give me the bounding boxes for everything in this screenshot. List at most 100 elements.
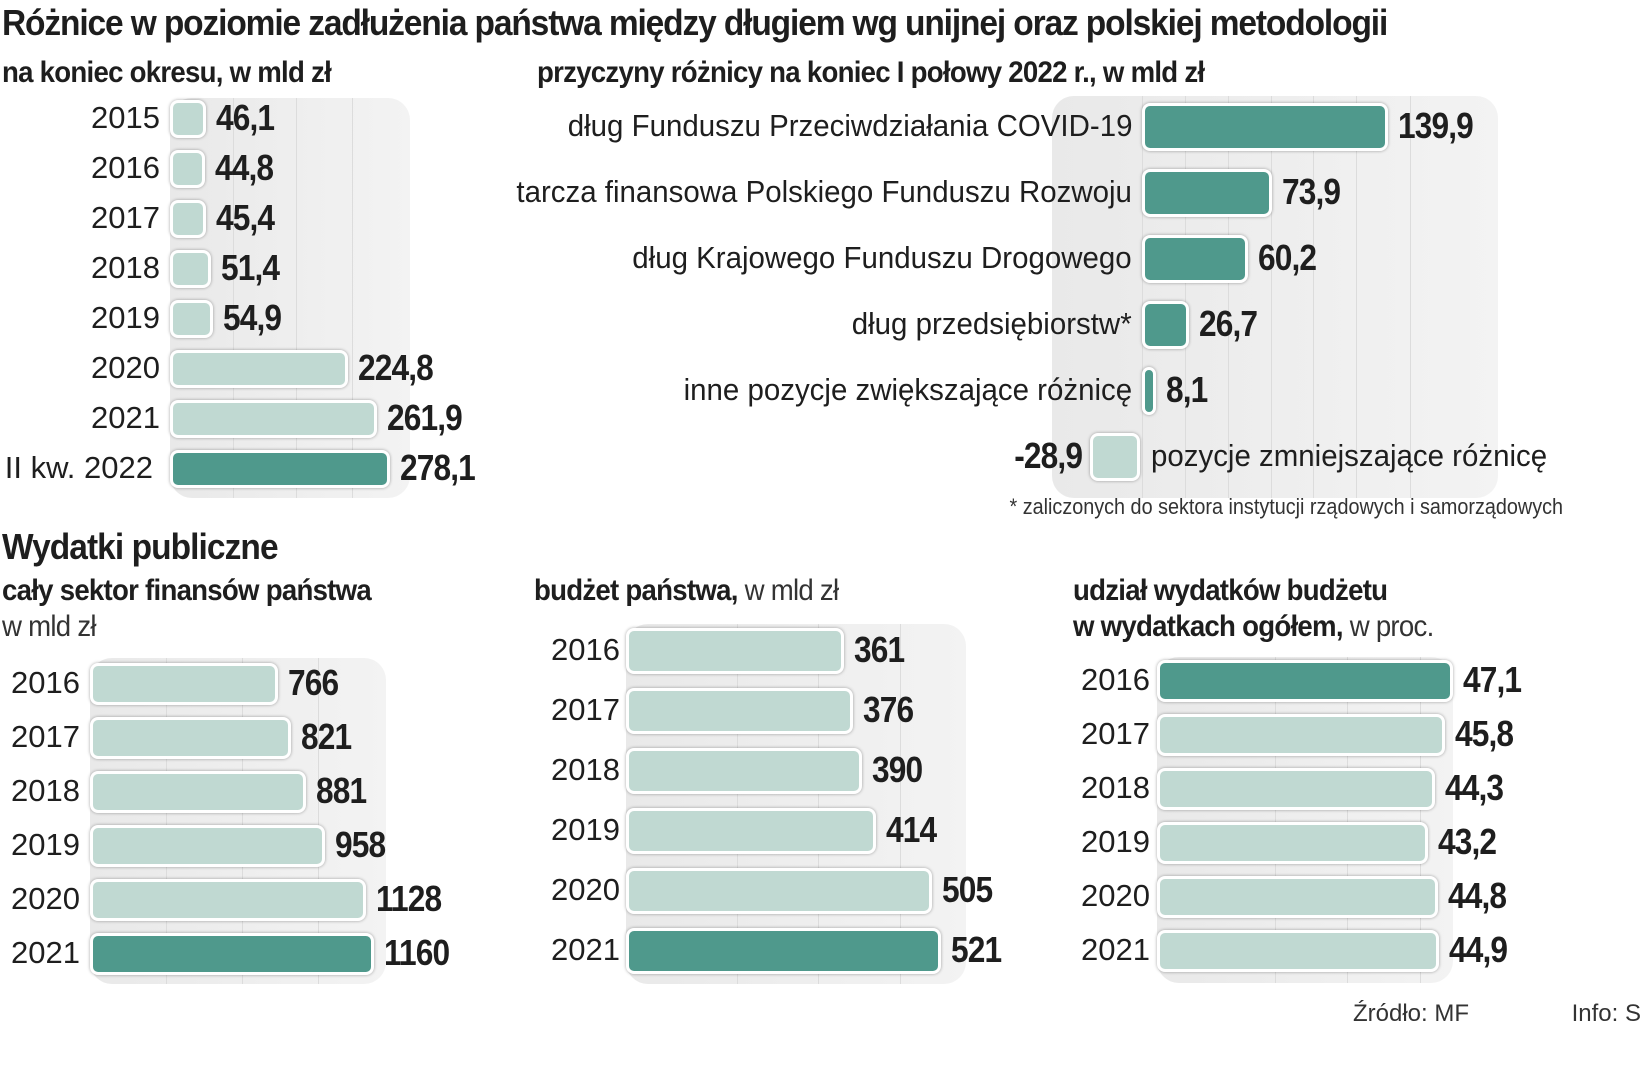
value-label: 44,8 — [215, 147, 274, 188]
category-label: dług przedsiębiorstw* — [852, 306, 1132, 341]
section-title: Wydatki publiczne — [2, 526, 279, 567]
gridline — [1185, 96, 1186, 498]
footnote: * zaliczonych do sektora instytucji rząd… — [1009, 494, 1563, 519]
category-label: 2020 — [551, 872, 620, 907]
value-label: 45,8 — [1454, 713, 1514, 754]
chart3-unit: w mld zł — [2, 610, 97, 643]
category-label: 2019 — [1081, 824, 1150, 859]
gridline — [1271, 96, 1272, 498]
category-label: 2017 — [91, 200, 160, 235]
value-label: 505 — [941, 869, 993, 910]
chart2-title: przyczyny różnicy na koniec I połowy 202… — [537, 56, 1205, 89]
value-label: 958 — [334, 824, 386, 865]
bar — [90, 825, 325, 867]
bar — [1142, 103, 1389, 151]
bar — [170, 250, 211, 288]
bar — [1157, 660, 1453, 702]
value-label: -28,9 — [1014, 435, 1083, 476]
value-label: 278,1 — [399, 447, 476, 488]
category-label: 2018 — [551, 752, 620, 787]
category-label: 2019 — [91, 300, 160, 335]
value-label: 414 — [886, 809, 937, 850]
gridline — [1347, 657, 1348, 983]
bar — [90, 717, 292, 759]
bar — [626, 748, 862, 794]
category-label: 2019 — [551, 812, 620, 847]
chart-panel — [90, 658, 386, 984]
category-label: 2021 — [11, 935, 80, 970]
gridline — [1275, 657, 1276, 983]
category-label: tarcza finansowa Polskiego Funduszu Rozw… — [516, 174, 1132, 209]
category-label: 2021 — [551, 932, 620, 967]
value-label: 224,8 — [357, 347, 434, 388]
category-label: 2017 — [11, 719, 80, 754]
bar — [170, 450, 390, 488]
gridline — [737, 624, 738, 984]
bar — [170, 350, 348, 388]
category-label: 2017 — [1081, 716, 1150, 751]
value-label: 390 — [871, 749, 923, 790]
main-title: Różnice w poziomie zadłużenia państwa mi… — [2, 2, 1388, 43]
value-label: 139,9 — [1398, 105, 1474, 146]
bar — [626, 688, 854, 734]
source-label: Źródło: MF — [1352, 1000, 1469, 1027]
gridline — [1142, 96, 1143, 498]
value-label: 361 — [854, 629, 905, 670]
value-label: 1128 — [376, 878, 442, 919]
gridline — [318, 658, 319, 984]
gridline — [1410, 96, 1411, 498]
bar — [1157, 822, 1429, 864]
value-label: 521 — [951, 929, 1002, 970]
value-label: 821 — [301, 716, 352, 757]
gridline — [233, 98, 234, 498]
category-label: 2020 — [91, 350, 160, 385]
chart-panel — [170, 98, 410, 498]
category-label: 2015 — [91, 100, 160, 135]
chart5-title-line2: w wydatkach ogółem, w proc. — [1073, 610, 1434, 644]
value-label: 47,1 — [1462, 659, 1522, 700]
category-label: 2021 — [91, 400, 160, 435]
bar — [1157, 930, 1439, 972]
value-label: 54,9 — [223, 297, 282, 338]
bar — [1142, 235, 1248, 283]
value-label: 1160 — [384, 932, 450, 973]
chart5-title-bold: w wydatkach ogółem, — [1073, 610, 1343, 643]
gridline — [166, 658, 167, 984]
category-label: 2018 — [91, 250, 160, 285]
category-label: 2020 — [1081, 878, 1150, 913]
bar — [626, 868, 932, 914]
chart5-title-unit: w proc. — [1342, 610, 1435, 643]
value-label: 376 — [863, 689, 914, 730]
gridline — [818, 624, 819, 984]
gridline — [1228, 96, 1229, 498]
value-label: 44,9 — [1448, 929, 1508, 970]
bar — [1157, 768, 1436, 810]
bar — [90, 663, 278, 705]
chart5-title-line1: udział wydatków budżetu — [1073, 574, 1388, 607]
value-label: 46,1 — [216, 97, 275, 138]
bar — [90, 933, 375, 975]
bar — [626, 808, 877, 854]
bar — [90, 879, 367, 921]
chart4-title-bold: budżet państwa, — [534, 574, 738, 607]
chart-panel — [1052, 96, 1498, 498]
bar — [170, 100, 207, 138]
category-label: inne pozycje zwiększające różnicę — [683, 372, 1132, 407]
value-label: 766 — [287, 662, 339, 703]
chart1-title: na koniec okresu, w mld zł — [2, 56, 332, 89]
category-label: pozycje zmniejszające różnicę — [1151, 438, 1548, 473]
value-label: 44,3 — [1445, 767, 1504, 808]
chart-panel — [626, 624, 966, 984]
chart4-title-unit: w mld zł — [737, 574, 840, 607]
category-label: 2016 — [551, 632, 620, 667]
gridline — [1356, 96, 1357, 498]
bar — [1157, 876, 1439, 918]
chart-panel — [1157, 657, 1453, 983]
gridline — [1313, 96, 1314, 498]
value-label: 73,9 — [1282, 171, 1341, 212]
value-label: 26,7 — [1198, 303, 1258, 344]
category-label: 2018 — [1081, 770, 1150, 805]
bar — [1090, 433, 1140, 481]
gridline — [1420, 657, 1421, 983]
value-label: 43,2 — [1438, 821, 1497, 862]
